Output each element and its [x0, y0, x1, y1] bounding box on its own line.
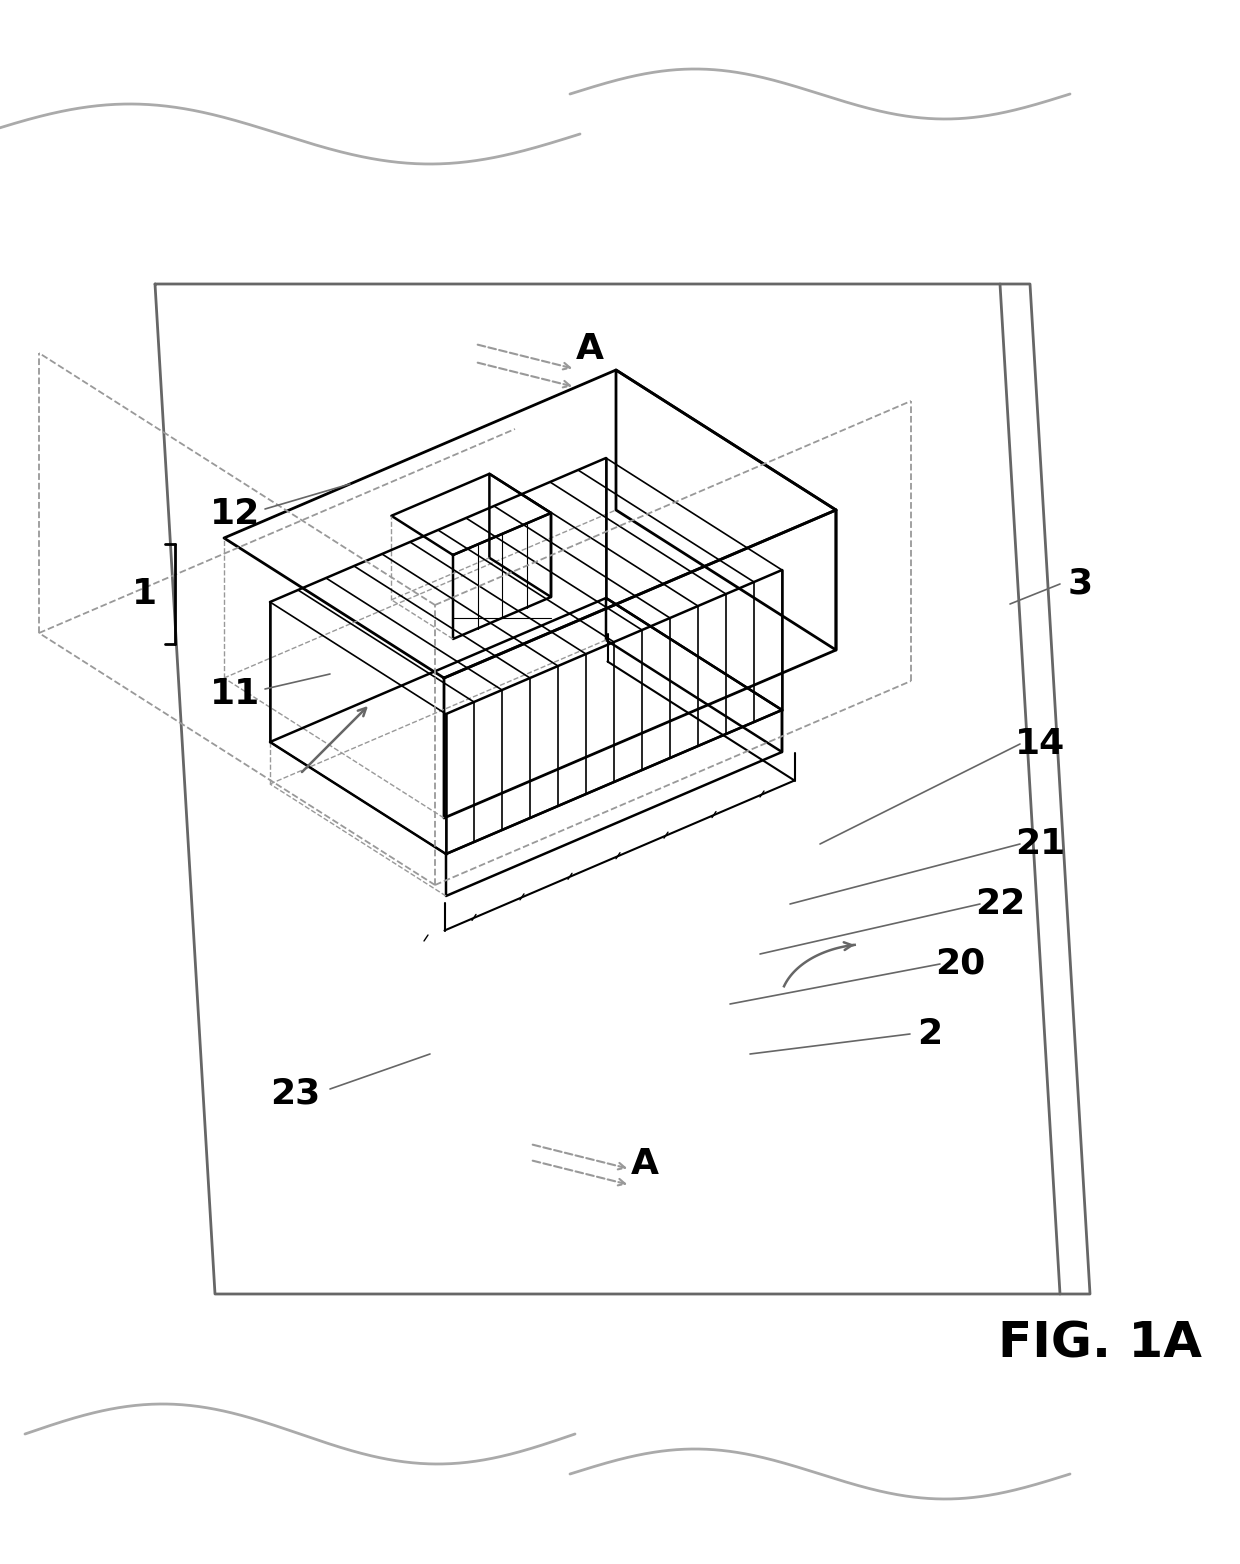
Text: FIG. 1A: FIG. 1A [998, 1320, 1202, 1368]
Text: 12: 12 [210, 497, 260, 532]
Text: 1: 1 [133, 577, 157, 612]
Text: A: A [631, 1146, 658, 1181]
Text: 22: 22 [975, 887, 1025, 921]
Text: 3: 3 [1068, 568, 1092, 601]
Text: 14: 14 [1014, 727, 1065, 762]
Text: A: A [577, 332, 604, 366]
Text: 21: 21 [1014, 827, 1065, 862]
Text: 11: 11 [210, 677, 260, 712]
Text: 2: 2 [918, 1017, 942, 1051]
Text: 20: 20 [935, 946, 985, 981]
Text: 23: 23 [270, 1078, 320, 1110]
